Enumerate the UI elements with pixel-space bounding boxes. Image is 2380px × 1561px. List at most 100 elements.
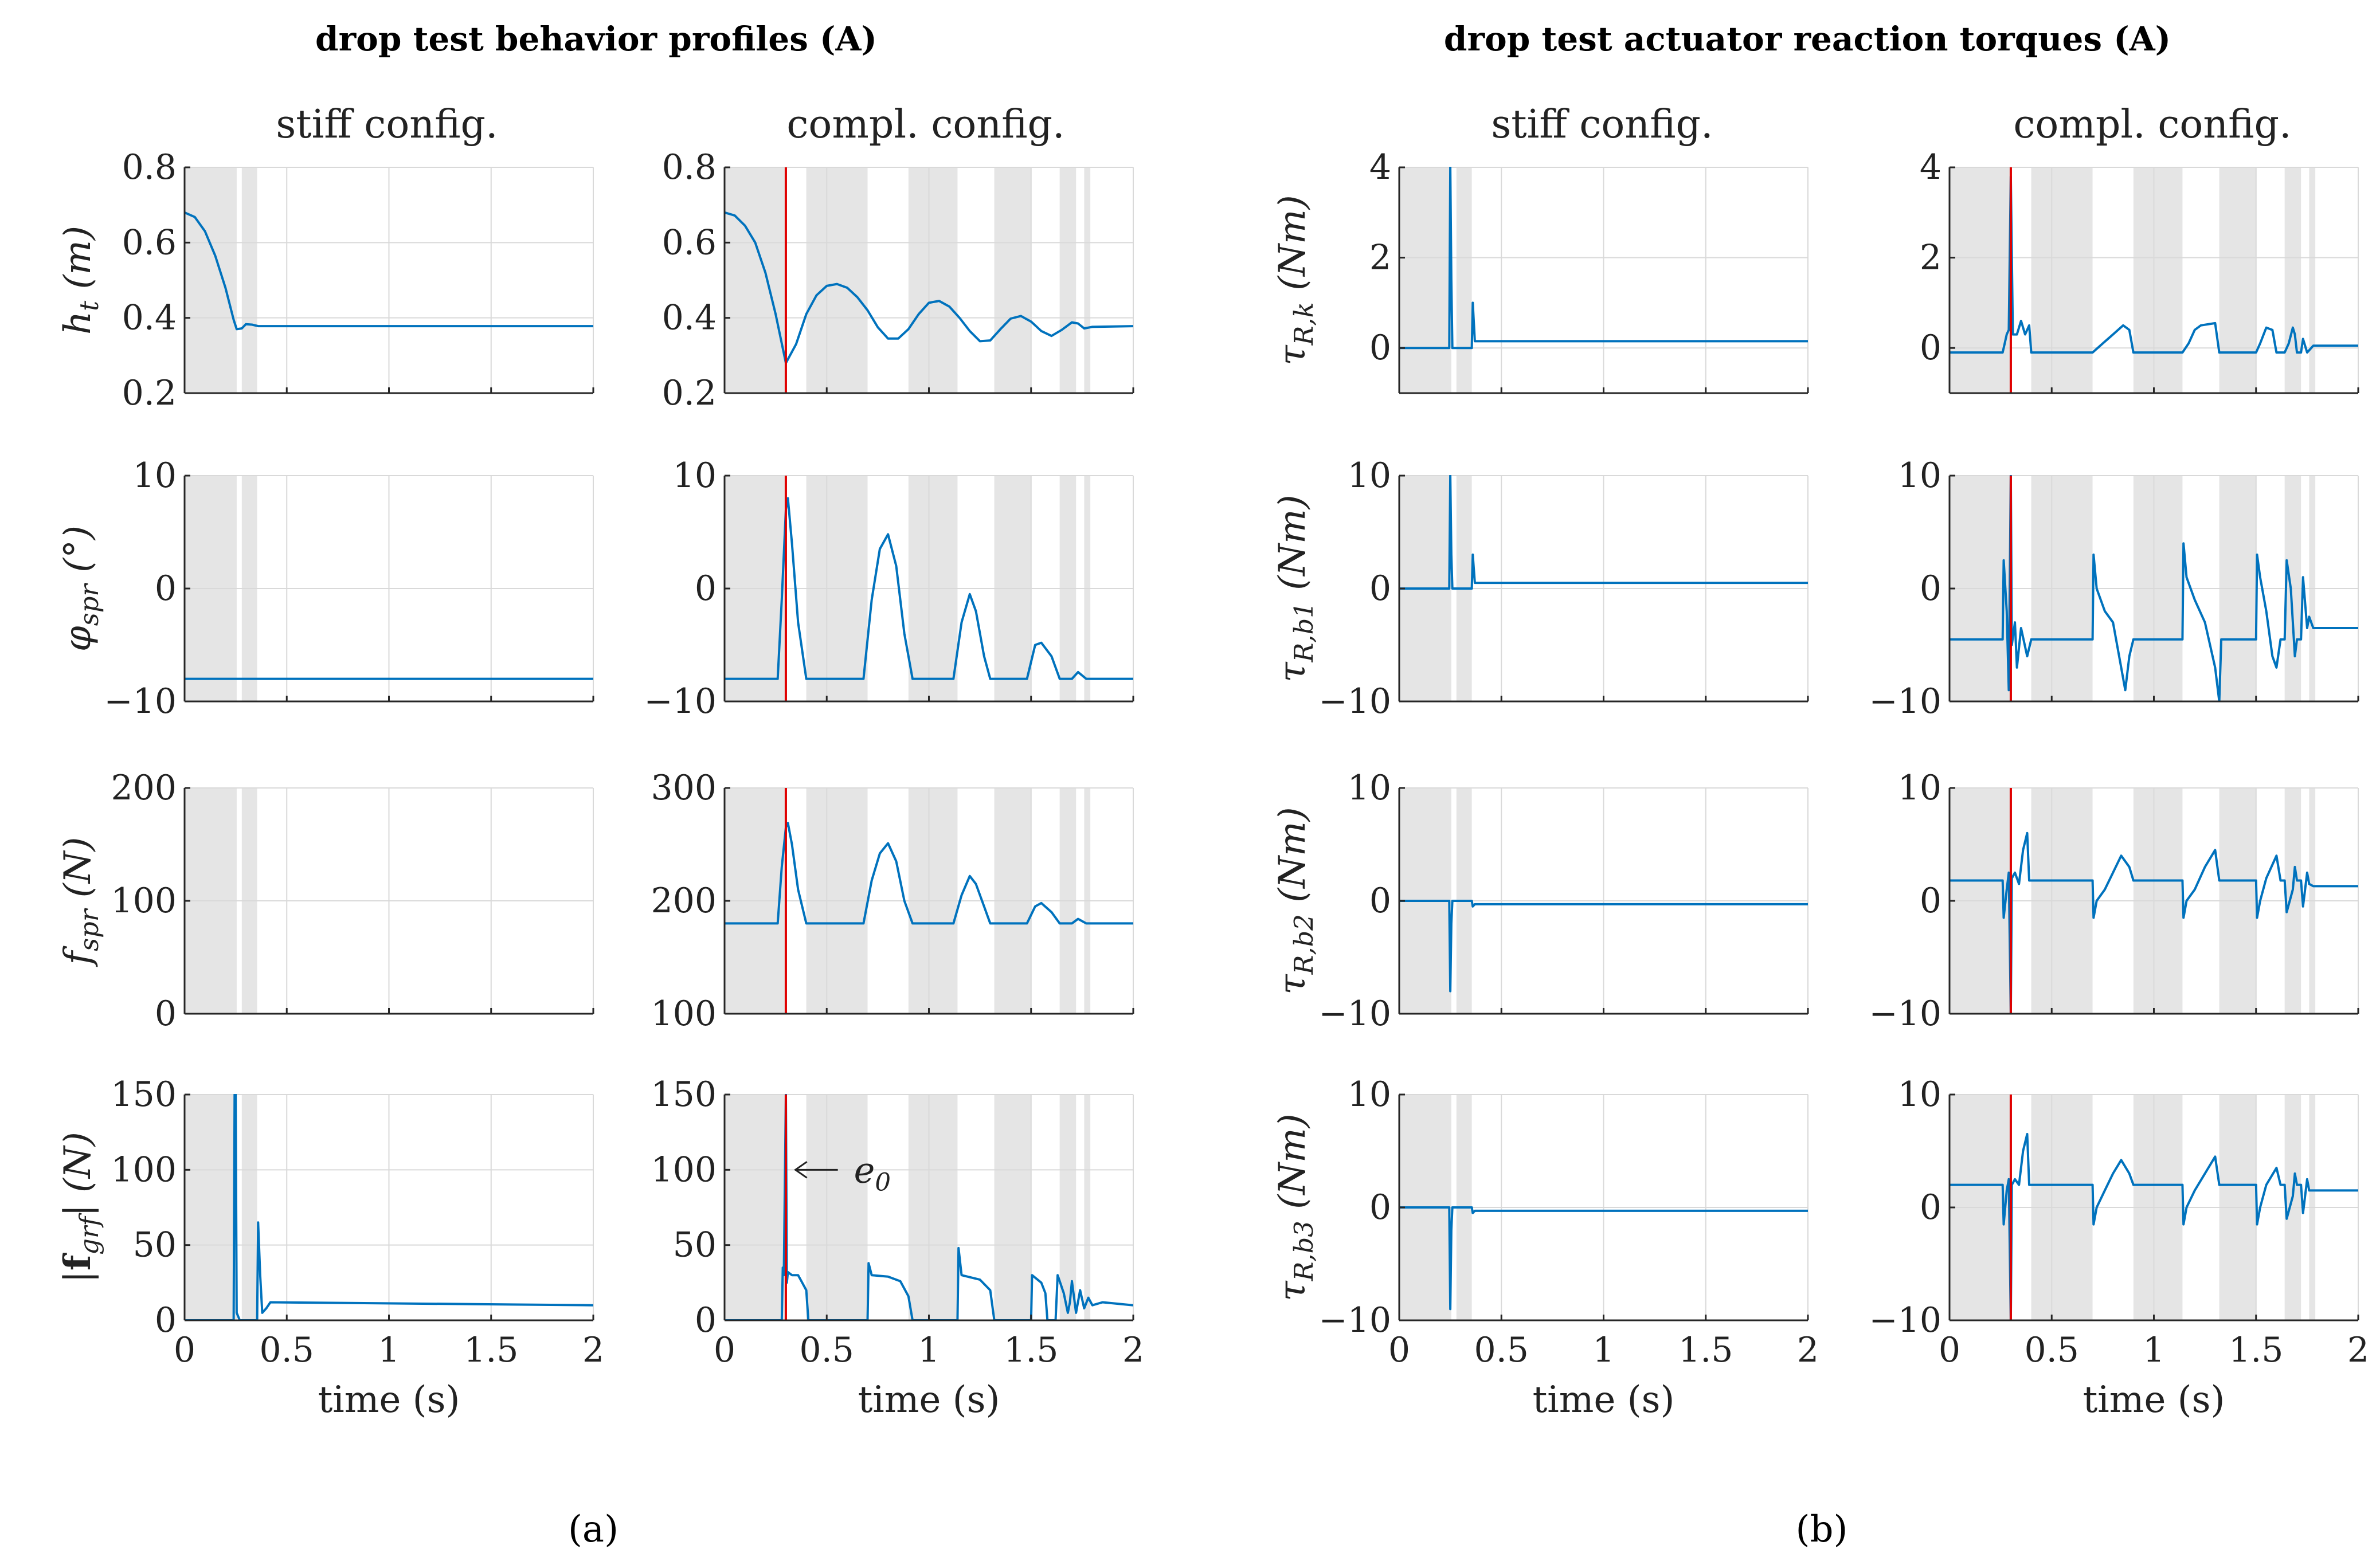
- stance-shading: [908, 167, 958, 393]
- y-tick-label: 2: [1920, 238, 1941, 278]
- x-tick-label: 1.5: [1678, 1330, 1733, 1370]
- y-tick-label: 10: [1898, 456, 1941, 496]
- y-tick-label: 0: [1369, 1187, 1391, 1227]
- y-tick-label: 10: [133, 456, 177, 496]
- series-line-fspr_compl: [725, 822, 1133, 925]
- y-axis-label: τR,b1 (Nm): [1271, 495, 1319, 683]
- y-tick-label: 200: [651, 881, 717, 921]
- stance-shading: [1084, 1095, 1091, 1320]
- y-tick-label: 0: [1920, 881, 1941, 921]
- stance-shading: [241, 1095, 257, 1320]
- stance-shading: [806, 167, 868, 393]
- left-figure-title: drop test behavior profiles (A): [315, 19, 877, 58]
- x-tick-label: 0: [1388, 1330, 1410, 1370]
- subplot-ht_stiff: 0.2 0.4 0.6 0.8 ht (m): [57, 147, 594, 413]
- series-line-tau_b3_compl: [1950, 1133, 2358, 1321]
- subplot-tau_k_stiff: 0 2 4 τR,k (Nm): [1271, 147, 1809, 394]
- y-axis-label: ht (m): [57, 226, 104, 335]
- y-tick-label: 100: [111, 1150, 177, 1190]
- column-title-compliant-a: compl. config.: [786, 102, 1064, 147]
- series-line-tau_k_compl: [1950, 175, 2358, 354]
- y-tick-label: 100: [651, 994, 717, 1034]
- series-line-tau_b1_stiff: [1399, 475, 1808, 590]
- y-tick-label: 100: [651, 1150, 717, 1190]
- stance-shading: [241, 167, 257, 393]
- stance-shading: [1456, 167, 1472, 393]
- series-line-ht_stiff: [185, 211, 593, 331]
- subplot-fgrf_compl: 0 50 100 150 0 0.5 1 1.5 2 time (s) e0: [651, 1074, 1144, 1421]
- y-tick-label: 10: [1898, 768, 1941, 808]
- stance-shading: [994, 1095, 1031, 1320]
- y-tick-label: 150: [651, 1074, 717, 1115]
- x-tick-label: 0.5: [800, 1330, 854, 1370]
- series-line-tau_b1_compl: [1950, 475, 2358, 702]
- y-tick-label: 0: [1920, 1187, 1941, 1227]
- y-tick-label: 0: [1369, 328, 1391, 368]
- x-tick-label: 1.5: [464, 1330, 518, 1370]
- y-axis-label: |fgrf| (N): [56, 1132, 104, 1283]
- x-tick-label: 0.5: [2025, 1330, 2079, 1370]
- y-tick-label: 4: [1369, 147, 1391, 187]
- x-tick-label: 1: [2143, 1330, 2164, 1370]
- y-tick-label: 50: [133, 1225, 177, 1265]
- y-axis-label: τR,b3 (Nm): [1271, 1113, 1319, 1301]
- series-line-tau_k_stiff: [1399, 167, 1808, 350]
- annotation-arrow-head: [794, 1161, 808, 1179]
- y-tick-label: 100: [111, 881, 177, 921]
- y-axis-label: φspr (°): [57, 525, 104, 652]
- annotation-label: e0: [854, 1149, 891, 1197]
- y-tick-label: 0.4: [662, 298, 717, 338]
- x-tick-label: 2: [1797, 1330, 1819, 1370]
- series-line-phi_compl: [725, 497, 1133, 680]
- x-axis-label: time (s): [2083, 1379, 2225, 1421]
- stance-shading: [1059, 167, 1077, 393]
- stance-shading: [725, 167, 786, 393]
- y-tick-label: 0: [1369, 568, 1391, 609]
- y-tick-label: 0: [1369, 881, 1391, 921]
- y-tick-label: −10: [1318, 681, 1391, 721]
- y-tick-label: 10: [1898, 1074, 1941, 1115]
- subplot-phi_compl: −10 0 10: [644, 456, 1134, 721]
- y-tick-label: 0.2: [122, 373, 177, 413]
- stance-shading: [2284, 167, 2301, 393]
- stance-shading: [806, 1095, 868, 1320]
- y-tick-label: −10: [1318, 1300, 1391, 1340]
- x-tick-label: 0: [714, 1330, 735, 1370]
- x-tick-label: 2: [1122, 1330, 1144, 1370]
- right-figure-title: drop test actuator reaction torques (A): [1444, 19, 2171, 58]
- stance-shading: [994, 167, 1031, 393]
- subplot-grid: 0.20.40.60.8ht (m)0.20.40.60.8−10010φspr…: [56, 147, 2369, 1421]
- column-title-stiff-a: stiff config.: [276, 102, 498, 147]
- stance-shading: [2219, 167, 2256, 393]
- subplot-tau_b2_stiff: −10 0 10 τR,b2 (Nm): [1271, 768, 1809, 1034]
- series-line-fgrf_compl: [725, 1094, 1133, 1321]
- x-axis-label: time (s): [858, 1379, 1000, 1421]
- y-tick-label: −10: [644, 681, 717, 721]
- x-tick-label: 0: [174, 1330, 195, 1370]
- y-tick-label: 0.4: [122, 298, 177, 338]
- y-tick-label: 0.2: [662, 373, 717, 413]
- series-line-tau_b2_stiff: [1399, 900, 1808, 993]
- stance-shading: [185, 167, 237, 393]
- y-tick-label: 0.8: [662, 147, 717, 187]
- stance-shading: [2309, 167, 2316, 393]
- y-tick-label: 0.8: [122, 147, 177, 187]
- subplot-fspr_compl: 100 200 300: [651, 768, 1134, 1034]
- x-tick-label: 0: [1939, 1330, 1960, 1370]
- stance-shading: [1950, 167, 2011, 393]
- subplot-fgrf_stiff: 0 50 100 150 0 0.5 1 1.5 2 time (s) |fgrf| (N): [56, 1074, 604, 1421]
- y-axis-label: fspr (N): [57, 837, 104, 967]
- y-tick-label: 300: [651, 768, 717, 808]
- y-tick-label: 0: [695, 1300, 717, 1340]
- x-tick-label: 1: [1592, 1330, 1614, 1370]
- y-tick-label: 2: [1369, 238, 1391, 278]
- stance-shading: [2031, 167, 2093, 393]
- x-tick-label: 1: [918, 1330, 940, 1370]
- y-tick-label: −10: [1869, 1300, 1941, 1340]
- series-line-tau_b2_compl: [1950, 832, 2358, 1014]
- x-axis-label: time (s): [1533, 1379, 1675, 1421]
- y-tick-label: 50: [673, 1225, 717, 1265]
- series-line-tau_b3_stiff: [1399, 1206, 1808, 1311]
